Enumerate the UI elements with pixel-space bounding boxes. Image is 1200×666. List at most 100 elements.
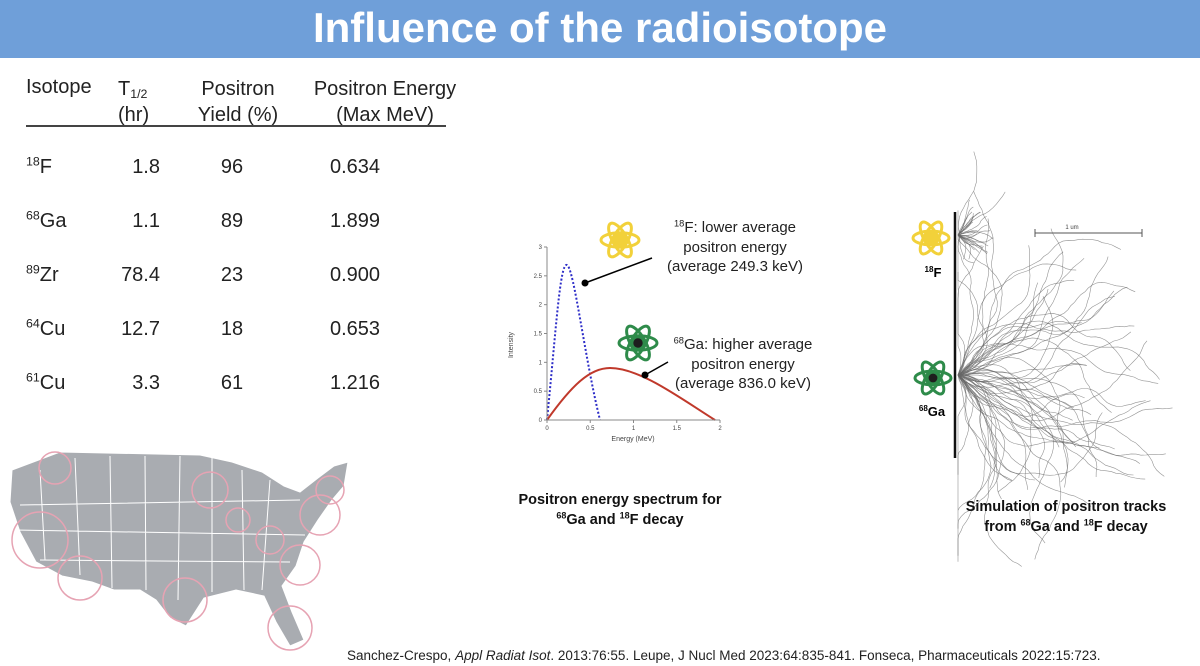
atom-nucleus [924,231,938,245]
atom-icon [911,220,951,256]
element-symbol: F [39,156,53,178]
header-line: Yield (%) [197,104,279,126]
mass-number: 89 [26,262,40,277]
atom-orbit [920,360,946,396]
positron-track [957,234,983,247]
ga68-curve [546,366,716,421]
positron-track [957,151,978,376]
positron-track [957,321,1082,376]
positron-track [957,374,1073,421]
yield-cell: 89 [182,210,282,233]
positron-track [957,373,1060,448]
header-line: (hr) [118,104,150,126]
element-symbol: Zr [39,264,59,286]
cell-text: 0.653 [329,318,381,340]
cell-text: 3.3 [132,372,160,394]
header-cell: T1/2 (hr) [118,76,149,128]
atom-orbit [625,324,651,362]
header-symbol: T [118,78,131,100]
annotation-line: 68Ga: higher average [633,335,853,355]
positron-track [957,206,974,236]
mass-number: 64 [26,316,40,331]
pointer-dot [641,371,649,379]
element-symbol: Cu [39,318,66,340]
energy-cell: 1.899 [305,210,405,233]
atom-nucleus [613,233,627,247]
atom-icon [617,324,659,362]
half-life-cell: 78.4 [60,264,160,287]
positron-track [957,191,998,376]
positron-track [957,234,985,243]
y-axis-label: Intensity [508,331,515,358]
annotation-text: F: lower average [684,219,797,236]
text-run: Ga and [1030,519,1084,535]
positron-track [957,216,987,236]
text-run: Ga and [566,512,620,528]
y-tick-label: 1 [539,360,543,366]
y-tick-label: 2.5 [534,274,543,280]
caption-line: 68Ga and 18F decay [470,510,770,530]
atom-orbit [918,220,944,256]
positron-track [957,374,1151,444]
positron-track [957,374,1022,567]
energy-cell: 1.216 [305,372,405,395]
slide-title: Influence of the radioisotope [312,4,888,51]
scale-label: 1 um [1065,225,1078,231]
mass-number: 61 [26,370,40,385]
positron-track [957,234,988,255]
header-line: (Max MeV) [336,104,434,126]
isotope-cell: 64Cu [26,316,66,341]
figure-caption: Simulation of positron tracks from 68Ga a… [916,497,1200,537]
y-tick-label: 0 [539,418,543,424]
atom-icon [913,360,953,396]
positron-track [957,331,1132,388]
annotation-line: (average 836.0 keV) [633,374,853,394]
positron-track [957,281,1136,376]
positron-track [957,374,1098,478]
text-run: from [984,519,1021,535]
energy-cell: 0.653 [305,318,405,341]
pointer-line [584,257,653,284]
atom-nucleus [631,336,645,350]
atom-nucleus [926,371,940,385]
positron-track [957,245,1031,376]
positron-track [957,374,1029,490]
atom-orbit [599,231,641,249]
positron-track [957,272,988,376]
f18-curve [546,263,601,421]
cell-text: 1.1 [132,210,160,232]
cell-text: 1.899 [329,210,381,232]
positron-track [957,374,1165,477]
positron-track [958,371,1074,409]
positron-track [957,374,1002,500]
superscript: 68 [556,510,567,521]
positron-track [957,374,1173,430]
annotation: 18F: lower average positron energy (averag… [625,218,845,277]
atom-orbit [625,324,651,362]
positron-track [957,230,991,236]
title-bar [0,0,1200,58]
y-tick-label: 2 [539,303,543,309]
mass-number: 18 [924,265,934,275]
positron-track [957,286,1128,376]
positron-track [957,374,1075,443]
yield-cell: 96 [182,156,282,179]
element-symbol: Ga [927,404,946,419]
annotation-text: positron energy [691,355,795,373]
cell-text: 89 [220,210,244,232]
annotation-line: (average 249.3 keV) [625,257,845,277]
italic-text: Appl Radiat Isot [455,648,551,663]
energy-cell: 0.900 [305,264,405,287]
positron-track [957,234,989,247]
positron-track [957,191,1006,376]
positron-track [957,374,1146,407]
annotation-text: (average 836.0 keV) [675,375,811,392]
annotation-text: positron energy [683,238,787,256]
mass-number: 68 [918,404,928,414]
positron-track [957,234,974,264]
positron-track [957,296,1115,384]
mass-number: 18 [26,154,40,169]
annotation-text: (average 249.3 keV) [667,258,803,275]
positron-track [957,263,1077,376]
yield-cell: 18 [182,318,282,341]
